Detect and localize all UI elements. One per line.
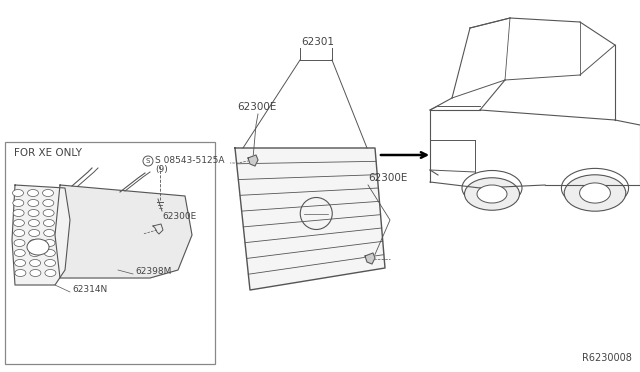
Text: 62300E: 62300E (368, 173, 408, 183)
Polygon shape (248, 155, 258, 166)
Text: 62300E: 62300E (237, 102, 276, 112)
Ellipse shape (13, 209, 24, 217)
Ellipse shape (29, 230, 40, 237)
Ellipse shape (29, 240, 40, 247)
Polygon shape (235, 148, 385, 290)
Bar (5, 142, 215, 364)
Ellipse shape (580, 183, 611, 203)
Ellipse shape (42, 189, 54, 196)
Text: 62398M: 62398M (135, 267, 172, 276)
Ellipse shape (14, 240, 25, 247)
Ellipse shape (28, 189, 38, 196)
Ellipse shape (13, 219, 24, 227)
Text: (9): (9) (155, 164, 168, 173)
Polygon shape (365, 253, 375, 264)
Ellipse shape (45, 269, 56, 276)
Text: S: S (146, 158, 150, 164)
Polygon shape (12, 185, 70, 285)
Ellipse shape (13, 199, 24, 206)
Ellipse shape (13, 230, 25, 237)
Ellipse shape (14, 250, 26, 257)
Ellipse shape (45, 260, 56, 266)
Ellipse shape (15, 260, 26, 266)
Ellipse shape (44, 219, 54, 227)
Ellipse shape (15, 269, 26, 276)
Ellipse shape (28, 209, 39, 217)
Polygon shape (55, 185, 192, 278)
Ellipse shape (29, 260, 40, 266)
Ellipse shape (29, 250, 40, 257)
Ellipse shape (564, 175, 626, 211)
Ellipse shape (44, 250, 55, 257)
Ellipse shape (44, 240, 55, 247)
Ellipse shape (30, 269, 41, 276)
Text: 62301: 62301 (301, 37, 335, 47)
Ellipse shape (44, 230, 54, 237)
Text: 62300E: 62300E (162, 212, 196, 221)
Ellipse shape (13, 189, 24, 196)
Text: FOR XE ONLY: FOR XE ONLY (14, 148, 82, 158)
Ellipse shape (27, 239, 49, 255)
Ellipse shape (28, 219, 40, 227)
Text: R6230008: R6230008 (582, 353, 632, 363)
Text: S 08543-5125A: S 08543-5125A (155, 155, 225, 164)
Ellipse shape (43, 209, 54, 217)
Ellipse shape (477, 185, 507, 203)
Ellipse shape (43, 199, 54, 206)
Ellipse shape (28, 199, 39, 206)
Ellipse shape (465, 178, 520, 210)
Text: 62314N: 62314N (72, 285, 108, 295)
